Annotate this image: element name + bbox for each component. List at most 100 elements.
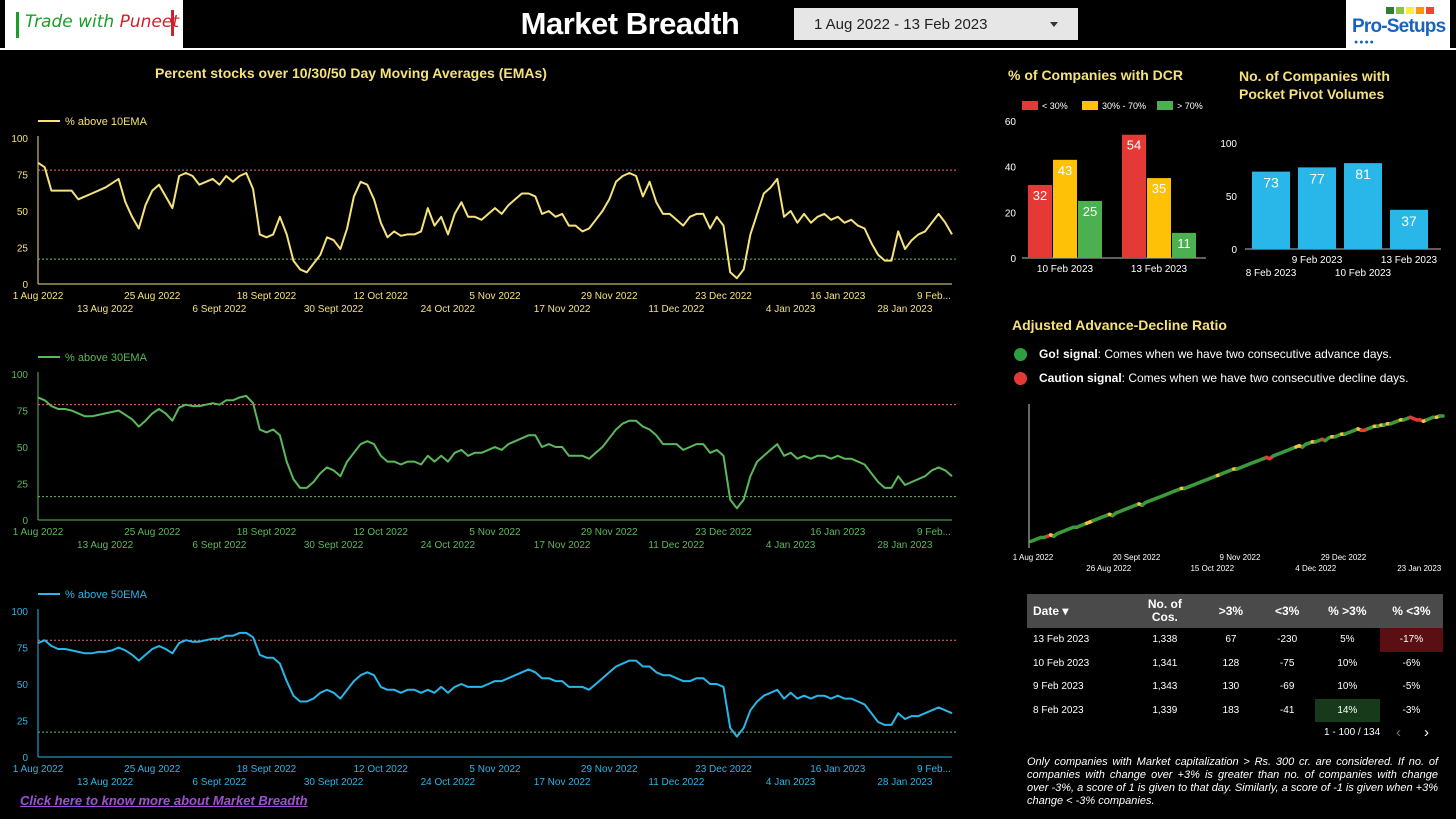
- y-tick-label: 40: [1005, 163, 1017, 174]
- ppv-chart: 100 50 0 73 77 81 37 8 Feb 2023 9 Feb 2023 10 Feb…: [1220, 139, 1441, 279]
- x-tick-label: 25 Aug 2022: [124, 764, 181, 775]
- ppv-data-label: 73: [1263, 175, 1279, 191]
- y-tick-label: 0: [1231, 245, 1237, 256]
- ema-section-title: Percent stocks over 10/30/50 Day Moving …: [155, 65, 547, 81]
- logo-dots-icon: ●●●●: [1354, 39, 1375, 46]
- x-tick-label: 6 Sept 2022: [192, 777, 246, 788]
- col-date[interactable]: Date ▾: [1027, 594, 1128, 628]
- go-signal-text: : Comes when we have two consecutive adv…: [1097, 347, 1392, 361]
- ema10-legend-label: % above 10EMA: [65, 116, 148, 128]
- cell-lt: -75: [1279, 657, 1295, 669]
- x-tick-label: 12 Oct 2022: [354, 291, 409, 302]
- dcr-legend-swatch: [1022, 101, 1038, 110]
- cell-date: 10 Feb 2023: [1033, 657, 1090, 669]
- col-gt[interactable]: >3%: [1202, 594, 1260, 628]
- x-tick-label: 11 Dec 2022: [648, 304, 704, 315]
- x-tick-label: 13 Aug 2022: [77, 304, 134, 315]
- caret-down-icon: [1050, 22, 1058, 27]
- ppv-title-line2: Pocket Pivot Volumes: [1239, 86, 1385, 102]
- x-tick-label: 18 Sept 2022: [237, 291, 297, 302]
- y-tick-label: 50: [1226, 192, 1238, 203]
- x-tick-label: 1 Aug 2022: [1013, 553, 1054, 562]
- col-lt[interactable]: <3%: [1259, 594, 1315, 628]
- date-range-select[interactable]: 1 Aug 2022 - 13 Feb 2023: [794, 8, 1078, 40]
- table-pager-text: 1 - 100 / 134: [1324, 727, 1381, 738]
- y-tick-label: 50: [17, 443, 29, 454]
- x-tick-label: 28 Jan 2023: [877, 777, 932, 788]
- cell-cos: 1,343: [1152, 681, 1178, 693]
- y-tick-label: 0: [22, 280, 28, 291]
- cell-date: 13 Feb 2023: [1033, 634, 1090, 646]
- logo-square-icon: [1416, 7, 1424, 14]
- x-tick-label: 12 Oct 2022: [354, 764, 409, 775]
- chevron-left-icon[interactable]: ‹: [1396, 724, 1401, 741]
- dcr-data-label: 25: [1083, 204, 1097, 219]
- col-cos[interactable]: No. of Cos.: [1127, 594, 1203, 628]
- y-tick-label: 25: [17, 480, 29, 491]
- x-tick-label: 9 Feb...: [917, 527, 951, 538]
- x-tick-label: 12 Oct 2022: [354, 527, 409, 538]
- logo-square-icon: [1386, 7, 1394, 14]
- cell-gt: 67: [1225, 634, 1237, 646]
- x-tick-label: 24 Oct 2022: [421, 777, 476, 788]
- x-tick-label: 5 Nov 2022: [469, 527, 521, 538]
- col-plt[interactable]: % <3%: [1379, 594, 1443, 628]
- logo-square-icon: [1406, 7, 1414, 14]
- x-tick-label: 30 Sept 2022: [304, 304, 364, 315]
- logo-text: Pro-Setups: [1352, 16, 1446, 37]
- y-tick-label: 0: [22, 516, 28, 527]
- dcr-data-label: 43: [1058, 163, 1072, 178]
- table-header-row: Date ▾ No. of Cos. >3% <3% % >3% % <3%: [1027, 594, 1443, 628]
- dcr-data-label: 32: [1033, 188, 1047, 203]
- dcr-legend-swatch: [1157, 101, 1173, 110]
- x-tick-label: 13 Feb 2023: [1131, 264, 1188, 275]
- x-tick-label: 6 Sept 2022: [192, 304, 246, 315]
- x-tick-label: 16 Jan 2023: [810, 527, 865, 538]
- go-signal-legend: Go! signal: Comes when we have two conse…: [1014, 347, 1392, 362]
- ema30-chart: % above 30EMA 100 75 50 25 01 Aug 2022 25 Aug …: [11, 352, 958, 551]
- red-dot-icon: [1014, 372, 1027, 386]
- cell-pgt: 10%: [1337, 657, 1358, 669]
- x-tick-label: 5 Nov 2022: [469, 764, 521, 775]
- x-tick-label: 9 Feb...: [917, 764, 951, 775]
- x-tick-label: 9 Feb...: [917, 291, 951, 302]
- ema50-series-line: [37, 631, 953, 738]
- x-tick-label: 25 Aug 2022: [124, 527, 181, 538]
- x-tick-label: 1 Aug 2022: [13, 291, 64, 302]
- dcr-data-label: 54: [1127, 138, 1141, 153]
- cell-pgt: 10%: [1337, 681, 1358, 693]
- x-tick-label: 6 Sept 2022: [192, 540, 246, 551]
- ppv-data-label: 37: [1401, 213, 1417, 229]
- date-range-value: 1 Aug 2022 - 13 Feb 2023: [814, 16, 988, 33]
- ema50-legend-label: % above 50EMA: [65, 589, 148, 601]
- dcr-bar: [1028, 184, 1052, 258]
- table-row: 13 Feb 2023 1,338 67 -230 5% -17%: [1027, 628, 1443, 652]
- col-pgt[interactable]: % >3%: [1314, 594, 1380, 628]
- caution-signal-label: Caution signal: [1039, 371, 1122, 385]
- candle-green-icon: [16, 12, 19, 38]
- chevron-right-icon[interactable]: ›: [1424, 724, 1429, 741]
- x-tick-label: 9 Nov 2022: [1220, 553, 1261, 562]
- x-tick-label: 13 Aug 2022: [77, 777, 134, 788]
- x-tick-label: 4 Jan 2023: [766, 777, 816, 788]
- cell-lt: -69: [1279, 681, 1295, 693]
- y-tick-label: 50: [17, 680, 29, 691]
- cell-plt: -3%: [1402, 704, 1421, 716]
- x-tick-label: 4 Jan 2023: [766, 304, 816, 315]
- table-row: 10 Feb 2023 1,341 128 -75 10% -6%: [1027, 652, 1443, 676]
- x-tick-label: 10 Feb 2023: [1335, 268, 1392, 279]
- ppv-bar: [1344, 163, 1382, 249]
- logo-trade-with-puneet[interactable]: Trade with Puneet: [5, 0, 183, 48]
- y-tick-label: 100: [11, 607, 28, 618]
- ema30-series-line: [37, 394, 953, 510]
- ppv-bar: [1252, 171, 1290, 249]
- market-breadth-link[interactable]: Click here to know more about Market Bre…: [20, 793, 308, 808]
- x-tick-label: 20 Sept 2022: [1113, 553, 1161, 562]
- candle-red-icon: [171, 10, 174, 36]
- y-tick-label: 25: [17, 244, 29, 255]
- y-tick-label: 100: [11, 134, 28, 145]
- cell-plt: -17%: [1379, 628, 1443, 652]
- logo-pro-setups[interactable]: Pro-Setups ●●●●: [1346, 0, 1450, 48]
- dcr-bar: [1053, 159, 1077, 258]
- x-tick-label: 25 Aug 2022: [124, 291, 181, 302]
